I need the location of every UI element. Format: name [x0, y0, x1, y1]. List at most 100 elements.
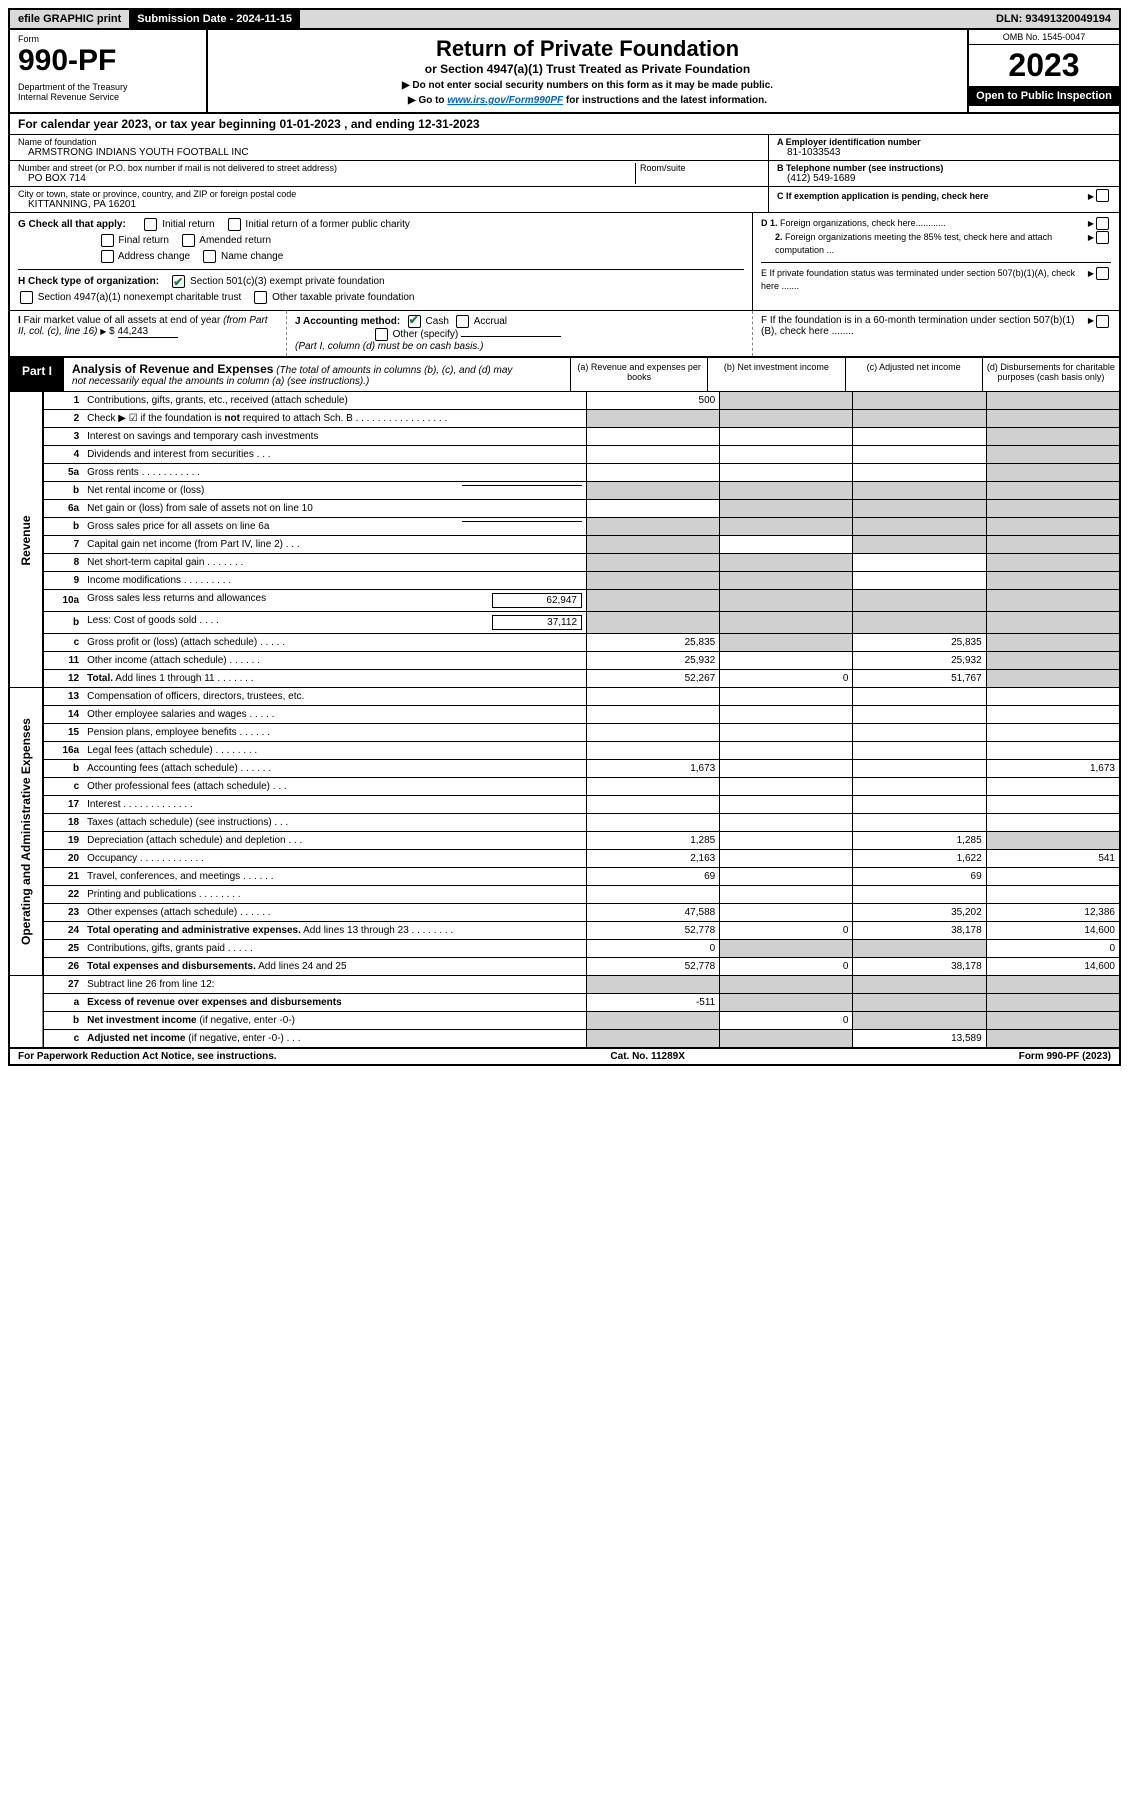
- amt-a: [587, 976, 720, 994]
- amt-c: [853, 814, 986, 832]
- g-name-checkbox[interactable]: [203, 250, 216, 263]
- j-accrual-checkbox[interactable]: [456, 315, 469, 328]
- amt-d: [986, 724, 1120, 742]
- j-block: J Accounting method: Cash Accrual Other …: [287, 311, 753, 356]
- h-label: H Check type of organization:: [18, 276, 159, 287]
- info-block: Name of foundation ARMSTRONG INDIANS YOU…: [8, 135, 1121, 213]
- amt-b: [720, 940, 853, 958]
- g-label: G Check all that apply:: [18, 219, 126, 230]
- line-desc: Dividends and interest from securities .…: [83, 446, 586, 464]
- h-opt-2: Section 4947(a)(1) nonexempt charitable …: [38, 292, 241, 303]
- amt-d: 14,600: [986, 958, 1120, 976]
- d2-checkbox[interactable]: [1096, 231, 1109, 244]
- table-row: aExcess of revenue over expenses and dis…: [9, 994, 1120, 1012]
- j-other-line: [461, 336, 561, 337]
- j-note: (Part I, column (d) must be on cash basi…: [295, 341, 483, 352]
- j-cash: Cash: [426, 316, 449, 327]
- amt-a: [587, 464, 720, 482]
- line-desc: Travel, conferences, and meetings . . . …: [83, 868, 586, 886]
- h-other-checkbox[interactable]: [254, 291, 267, 304]
- amt-d: [986, 742, 1120, 760]
- table-row: 3Interest on savings and temporary cash …: [9, 428, 1120, 446]
- line-desc: Other income (attach schedule) . . . . .…: [83, 652, 586, 670]
- amt-d: [986, 796, 1120, 814]
- table-row: 15Pension plans, employee benefits . . .…: [9, 724, 1120, 742]
- line-desc: Interest . . . . . . . . . . . . .: [83, 796, 586, 814]
- line-desc: Occupancy . . . . . . . . . . . .: [83, 850, 586, 868]
- amt-a: [587, 518, 720, 536]
- h-4947-checkbox[interactable]: [20, 291, 33, 304]
- amt-d: [986, 500, 1120, 518]
- line-num: 21: [43, 868, 83, 886]
- g-amended-checkbox[interactable]: [182, 234, 195, 247]
- table-row: 9Income modifications . . . . . . . . .: [9, 572, 1120, 590]
- g-initial-checkbox[interactable]: [144, 218, 157, 231]
- amt-a: [587, 724, 720, 742]
- line-desc: Check ▶ ☑ if the foundation is not requi…: [83, 410, 586, 428]
- j-other-checkbox[interactable]: [375, 328, 388, 341]
- f-checkbox[interactable]: [1096, 315, 1109, 328]
- part1-title: Analysis of Revenue and Expenses: [72, 362, 273, 376]
- amt-a: [587, 706, 720, 724]
- line-desc: Gross sales less returns and allowances6…: [83, 590, 586, 612]
- amt-d: [986, 572, 1120, 590]
- amt-c: 38,178: [853, 958, 986, 976]
- amt-b: [720, 814, 853, 832]
- col-a-head: (a) Revenue and expenses per books: [571, 358, 708, 391]
- amt-a: [587, 446, 720, 464]
- line-num: 20: [43, 850, 83, 868]
- amt-c: [853, 760, 986, 778]
- line-desc: Compensation of officers, directors, tru…: [83, 688, 586, 706]
- line-num: 10a: [43, 590, 83, 612]
- amt-a: 52,267: [587, 670, 720, 688]
- amt-a: [587, 742, 720, 760]
- table-row: 25Contributions, gifts, grants paid . . …: [9, 940, 1120, 958]
- amt-b: [720, 724, 853, 742]
- amt-b: [720, 1030, 853, 1048]
- table-row: 16aLegal fees (attach schedule) . . . . …: [9, 742, 1120, 760]
- amt-b: [720, 886, 853, 904]
- table-row: 7Capital gain net income (from Part IV, …: [9, 536, 1120, 554]
- amt-c: [853, 464, 986, 482]
- phone-label: B Telephone number (see instructions): [777, 163, 943, 173]
- g-initial-former-checkbox[interactable]: [228, 218, 241, 231]
- amt-c: [853, 518, 986, 536]
- amt-b: [720, 572, 853, 590]
- ein: 81-1033543: [777, 147, 1111, 158]
- g-final-checkbox[interactable]: [101, 234, 114, 247]
- amt-d: 14,600: [986, 922, 1120, 940]
- amt-b: [720, 706, 853, 724]
- c-checkbox[interactable]: [1096, 189, 1109, 202]
- g-opt-1: Initial return of a former public charit…: [245, 219, 410, 230]
- h-501c3-checkbox[interactable]: [172, 275, 185, 288]
- j-other: Other (specify): [393, 329, 459, 340]
- amt-c: [853, 1012, 986, 1030]
- efile-label: efile GRAPHIC print: [10, 10, 129, 28]
- amt-d: [986, 886, 1120, 904]
- g-address-checkbox[interactable]: [101, 250, 114, 263]
- amt-a: [587, 554, 720, 572]
- amt-c: [853, 590, 986, 612]
- amt-b: [720, 850, 853, 868]
- amt-a: [587, 428, 720, 446]
- line-desc: Excess of revenue over expenses and disb…: [83, 994, 586, 1012]
- line-num: 7: [43, 536, 83, 554]
- footer-right: Form 990-PF (2023): [1019, 1051, 1111, 1062]
- g-opt-5: Name change: [221, 251, 283, 262]
- instr-2: ▶ Go to www.irs.gov/Form990PF for instru…: [214, 95, 961, 106]
- table-row: 22Printing and publications . . . . . . …: [9, 886, 1120, 904]
- e-checkbox[interactable]: [1096, 267, 1109, 280]
- j-cash-checkbox[interactable]: [408, 315, 421, 328]
- irs-link[interactable]: www.irs.gov/Form990PF: [447, 95, 563, 106]
- check-section-gh: G Check all that apply: Initial return I…: [8, 213, 1121, 311]
- header-left: Form 990-PF Department of the TreasuryIn…: [10, 30, 208, 112]
- addr-label: Number and street (or P.O. box number if…: [18, 163, 337, 173]
- i-block: I Fair market value of all assets at end…: [10, 311, 287, 356]
- j-accrual: Accrual: [474, 316, 507, 327]
- col-d-head: (d) Disbursements for charitable purpose…: [983, 358, 1119, 391]
- d1-checkbox[interactable]: [1096, 217, 1109, 230]
- amt-c: 25,932: [853, 652, 986, 670]
- line-desc: Contributions, gifts, grants paid . . . …: [83, 940, 586, 958]
- amt-a: [587, 410, 720, 428]
- amt-d: 541: [986, 850, 1120, 868]
